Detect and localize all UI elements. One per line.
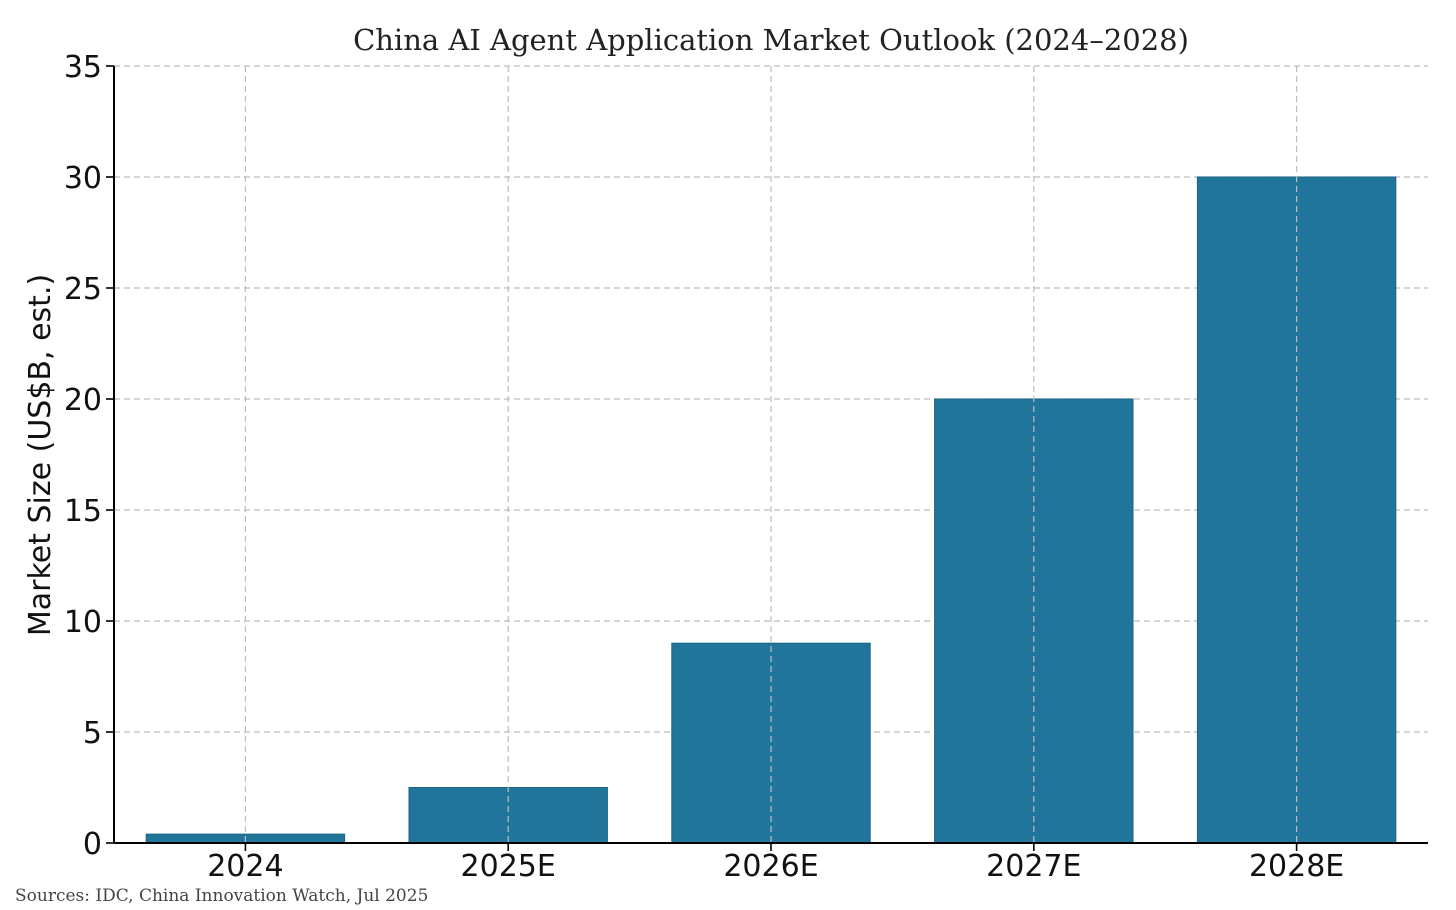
- x-tick-label: 2026E: [723, 849, 818, 884]
- vertical-grid-lines: [244, 66, 1298, 843]
- x-tick-label: 2027E: [986, 849, 1081, 884]
- y-tick-label: 20: [64, 383, 102, 418]
- y-tick-label: 15: [64, 494, 102, 529]
- tick-labels: 0 5 10 15 20 25 30 35 2024 2025E 2026E 2027E 2028E: [64, 50, 1344, 884]
- chart-title: China AI Agent Application Market Outloo…: [353, 23, 1189, 57]
- y-axis-label: Market Size (US$B, est.): [23, 274, 58, 636]
- y-tick-label: 35: [64, 50, 102, 85]
- y-tick-label: 5: [83, 716, 102, 751]
- x-tick-label: 2024: [207, 849, 283, 884]
- y-tick-label: 10: [64, 605, 102, 640]
- bar-2026E: [671, 642, 871, 844]
- axes: [106, 65, 1428, 851]
- source-note: Sources: IDC, China Innovation Watch, Ju…: [15, 886, 428, 906]
- y-tick-label: 25: [64, 272, 102, 307]
- x-tick-label: 2028E: [1249, 849, 1344, 884]
- x-tick-label: 2025E: [461, 849, 556, 884]
- bar-2025E: [408, 787, 608, 844]
- y-tick-label: 0: [83, 827, 102, 862]
- y-tick-label: 30: [64, 161, 102, 196]
